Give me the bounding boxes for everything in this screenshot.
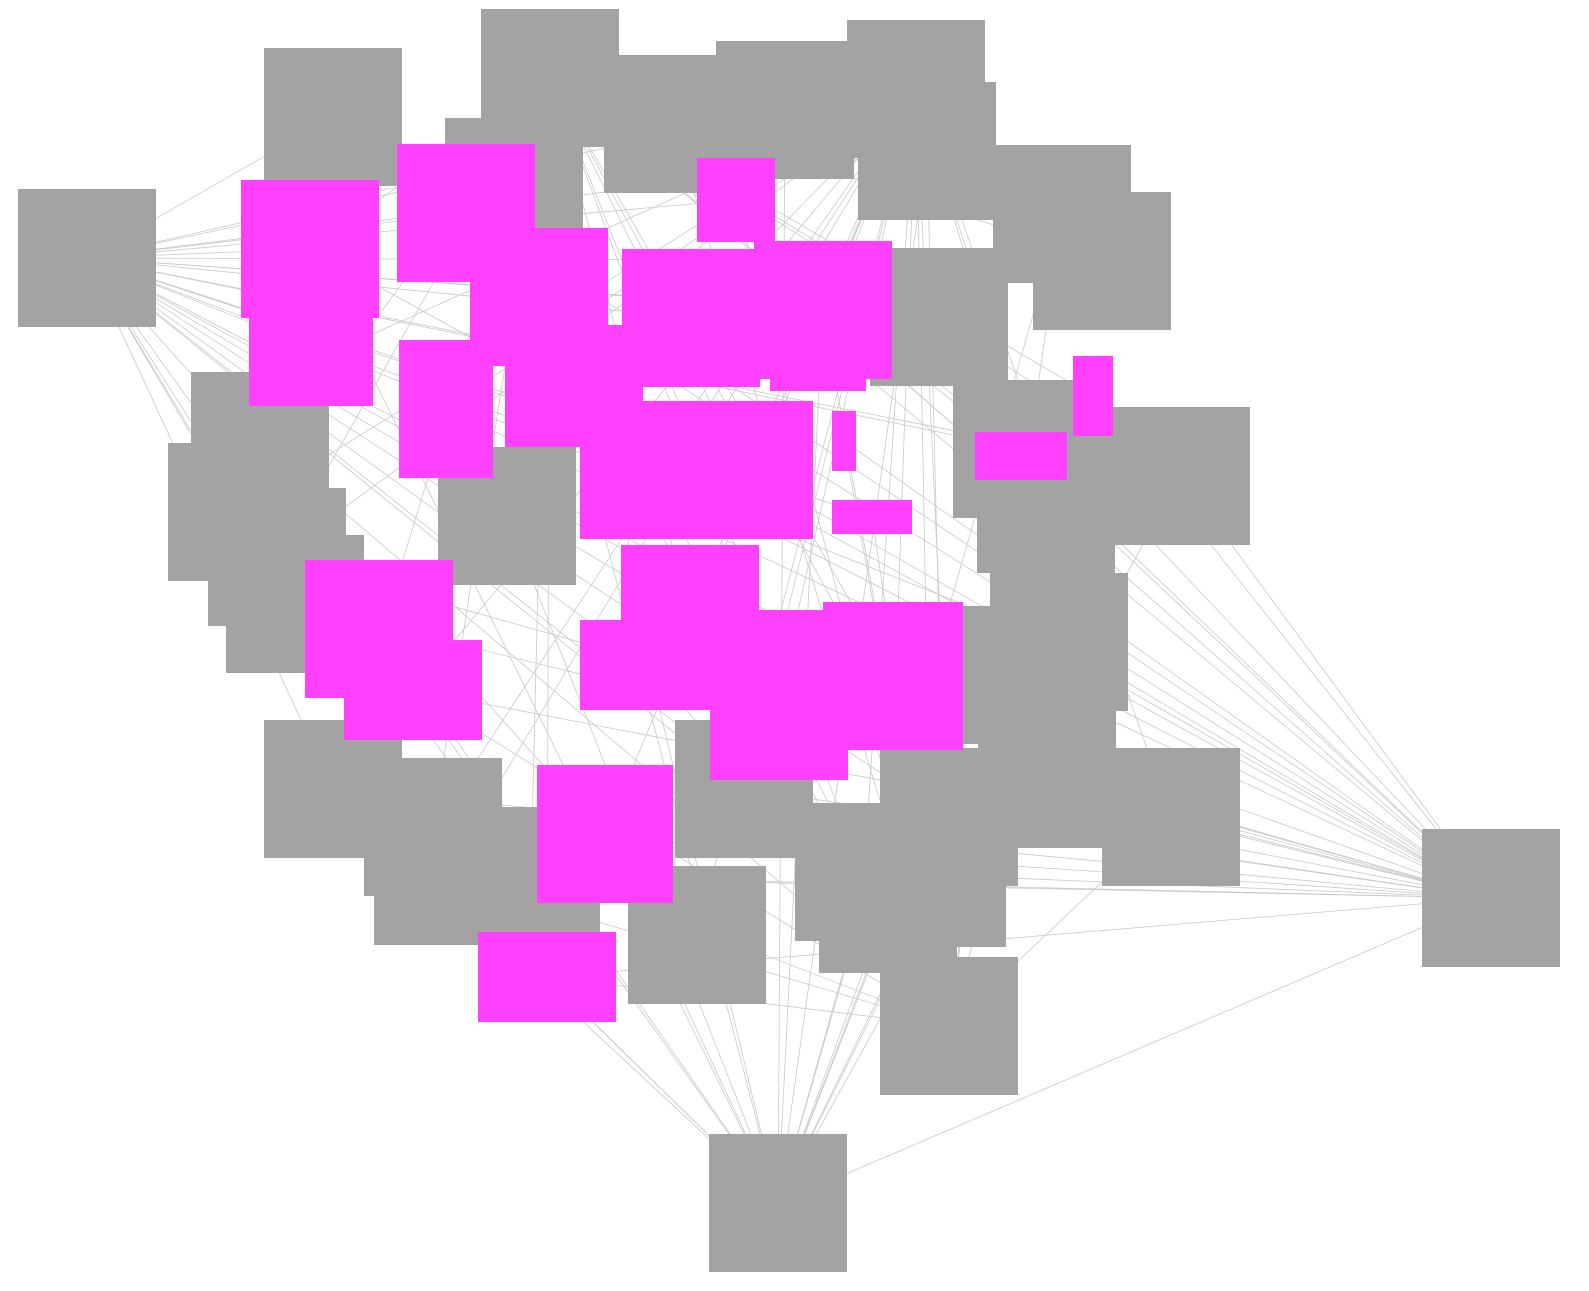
magenta-node-23[interactable] <box>478 932 616 1022</box>
edge-151 <box>412 88 917 691</box>
gray-node-7[interactable] <box>870 248 1008 386</box>
magenta-node-15[interactable] <box>1073 356 1113 436</box>
magenta-node-6[interactable] <box>622 249 760 387</box>
gray-node-6[interactable] <box>1033 192 1171 330</box>
gray-node-0[interactable] <box>264 48 402 186</box>
magenta-node-21[interactable] <box>823 602 963 750</box>
edge-33 <box>1180 475 1492 899</box>
magenta-node-11[interactable] <box>675 401 813 539</box>
edge-27 <box>86 257 691 615</box>
magenta-node-layer <box>241 144 1113 1022</box>
magenta-node-12[interactable] <box>832 411 856 471</box>
outer-gray-node-0[interactable] <box>18 189 156 327</box>
magenta-node-14[interactable] <box>975 432 1067 480</box>
outer-gray-node-3[interactable] <box>880 957 1018 1095</box>
edge-73 <box>309 248 779 1204</box>
gray-node-3[interactable] <box>716 41 854 179</box>
gray-node-9[interactable] <box>1112 407 1250 545</box>
magenta-node-22[interactable] <box>537 765 673 903</box>
edge-26 <box>86 257 650 666</box>
gray-node-16[interactable] <box>990 573 1128 711</box>
magenta-node-13[interactable] <box>832 500 912 534</box>
magenta-node-7[interactable] <box>697 158 775 242</box>
edge-50 <box>817 335 1492 899</box>
magenta-node-3[interactable] <box>249 318 373 406</box>
gray-node-22[interactable] <box>819 835 957 973</box>
outer-gray-node-1[interactable] <box>1422 829 1560 967</box>
edge-36 <box>1058 641 1492 899</box>
outer-gray-node-2[interactable] <box>709 1134 847 1272</box>
magenta-node-4[interactable] <box>399 340 493 478</box>
magenta-node-9[interactable] <box>770 281 866 391</box>
outer-gray-node-4[interactable] <box>481 9 619 147</box>
edge-53 <box>843 440 1492 899</box>
outer-gray-node-5[interactable] <box>847 20 985 158</box>
gray-node-18[interactable] <box>1102 748 1240 886</box>
edge-155 <box>777 897 1492 1204</box>
magenta-node-0[interactable] <box>241 180 379 318</box>
magenta-node-17[interactable] <box>344 640 482 740</box>
